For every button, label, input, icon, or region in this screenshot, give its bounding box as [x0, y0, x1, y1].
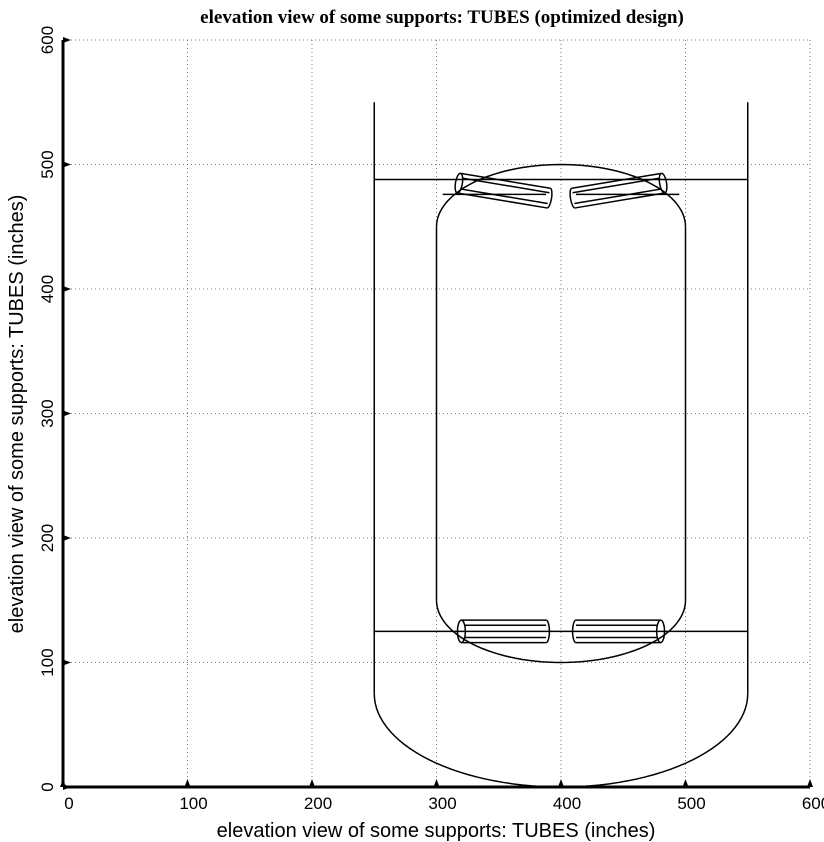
- x-tick-mark: [807, 779, 813, 787]
- x-tick-label: 300: [428, 794, 456, 813]
- y-tick-mark: [63, 659, 71, 666]
- y-tick-label: 0: [38, 782, 57, 791]
- x-tick-mark: [433, 779, 440, 787]
- y-tick-mark: [63, 784, 71, 790]
- x-tick-mark: [184, 779, 191, 787]
- x-tick-label: 0: [64, 794, 73, 813]
- tube: [569, 172, 668, 209]
- tube: [456, 619, 551, 644]
- x-tick-label: 400: [553, 794, 581, 813]
- y-tick-label: 500: [38, 150, 57, 178]
- support-arc: [435, 163, 687, 227]
- y-tick-label: 200: [38, 524, 57, 552]
- x-tick-label: 500: [677, 794, 705, 813]
- tube: [571, 619, 666, 644]
- x-tick-label: 200: [304, 794, 332, 813]
- y-tick-label: 100: [38, 648, 57, 676]
- y-tick-mark: [63, 161, 71, 168]
- tube: [454, 172, 553, 209]
- y-tick-mark: [63, 410, 71, 417]
- y-tick-label: 300: [38, 399, 57, 427]
- support-arc: [435, 600, 687, 664]
- tick-labels: 0 100 200 300 400 500 600 0 100 200 300 400 500 600: [38, 26, 824, 813]
- axes-frame: [60, 37, 813, 790]
- x-tick-label: 600: [802, 794, 824, 813]
- x-tick-mark: [682, 779, 689, 787]
- y-tick-mark: [63, 286, 71, 292]
- y-tick-mark: [63, 37, 71, 43]
- y-tick-label: 400: [38, 275, 57, 303]
- y-tick-mark: [63, 535, 71, 541]
- x-axis-label: elevation view of some supports: TUBES (…: [217, 820, 656, 842]
- y-axis-label: elevation view of some supports: TUBES (…: [6, 195, 28, 634]
- plot-shapes: [373, 102, 749, 788]
- x-tick-mark: [309, 779, 315, 787]
- x-tick-mark: [558, 779, 564, 787]
- x-tick-label: 100: [179, 794, 207, 813]
- chart-title: elevation view of some supports: TUBES (…: [200, 7, 684, 28]
- y-tick-label: 600: [38, 26, 57, 54]
